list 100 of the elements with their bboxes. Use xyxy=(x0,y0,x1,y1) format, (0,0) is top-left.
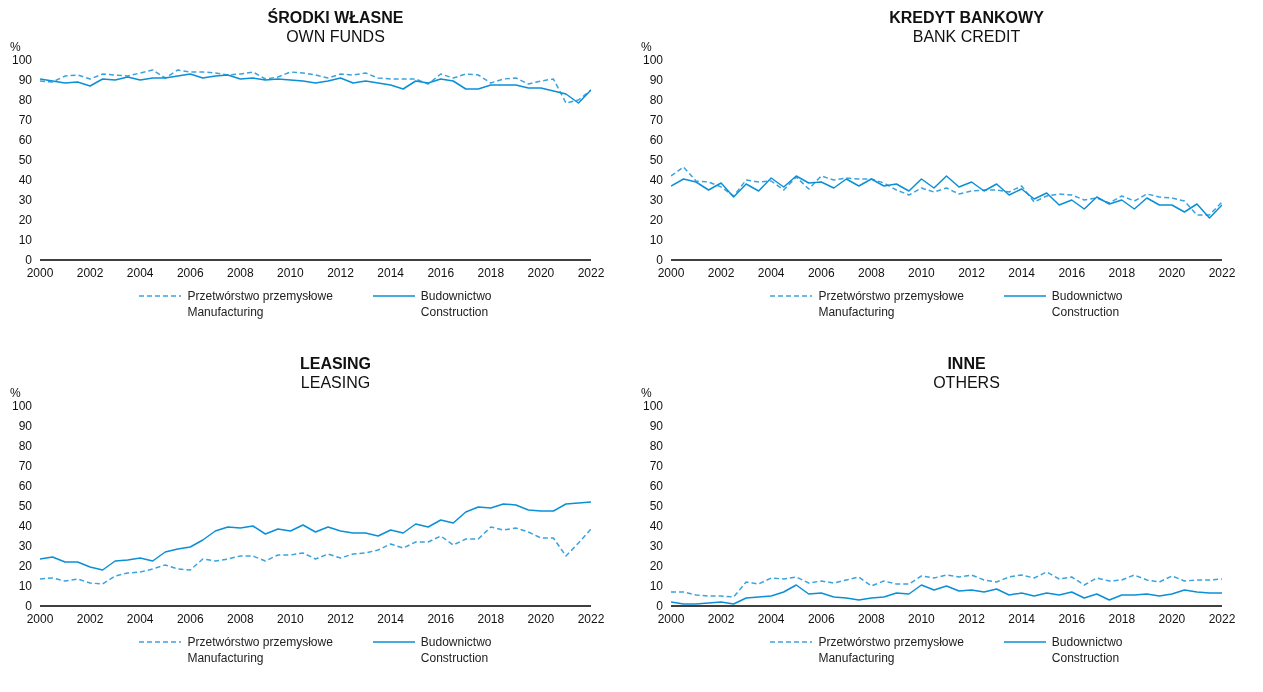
y-tick-label: 100 xyxy=(642,53,664,68)
legend-label: Budownictwo Construction xyxy=(420,634,492,666)
x-tick-label: 2000 xyxy=(657,611,685,626)
y-tick-label: 40 xyxy=(649,173,664,188)
x-tick-label: 2012 xyxy=(327,611,355,626)
chart-title: ŚRODKI WŁASNE xyxy=(266,8,405,27)
line-series xyxy=(671,571,1222,598)
x-tick-label: 2006 xyxy=(807,265,835,280)
x-tick-label: 2014 xyxy=(1008,265,1036,280)
y-tick-label: 60 xyxy=(18,133,33,148)
y-tick-label: 60 xyxy=(649,479,664,494)
legend-label: Przetwórstwo przemysłowe Manufacturing xyxy=(187,634,333,666)
y-tick-label: 70 xyxy=(18,113,33,128)
y-tick-label: 90 xyxy=(649,73,664,88)
line-series xyxy=(671,175,1222,219)
x-tick-label: 2014 xyxy=(1008,611,1036,626)
legend-label: Przetwórstwo przemysłowe Manufacturing xyxy=(818,634,964,666)
y-tick-label: 60 xyxy=(18,479,33,494)
y-tick-label: 40 xyxy=(649,519,664,534)
y-tick-label: 90 xyxy=(18,73,33,88)
y-tick-label: 100 xyxy=(642,399,664,414)
x-tick-label: 2004 xyxy=(126,265,154,280)
line-series xyxy=(671,166,1222,216)
y-tick-label: 30 xyxy=(649,539,664,554)
x-tick-label: 2004 xyxy=(757,265,785,280)
y-tick-label: 50 xyxy=(18,499,33,514)
x-tick-label: 2000 xyxy=(657,265,685,280)
y-tick-label: 30 xyxy=(18,193,33,208)
y-tick-label: 60 xyxy=(649,133,664,148)
x-tick-label: 2020 xyxy=(1158,265,1186,280)
y-tick-label: 80 xyxy=(649,439,664,454)
y-axis-title: % xyxy=(641,40,652,54)
chart-subtitle: LEASING xyxy=(299,373,372,392)
x-tick-label: 2002 xyxy=(707,611,735,626)
x-tick-label: 2022 xyxy=(577,611,605,626)
x-tick-label: 2000 xyxy=(26,265,54,280)
line-series xyxy=(40,501,591,571)
x-tick-label: 2016 xyxy=(1058,611,1086,626)
y-tick-label: 0 xyxy=(656,253,664,268)
x-tick-label: 2018 xyxy=(477,611,505,626)
x-tick-label: 2016 xyxy=(1058,265,1086,280)
x-tick-label: 2004 xyxy=(126,611,154,626)
y-tick-label: 50 xyxy=(649,499,664,514)
y-tick-label: 10 xyxy=(649,233,664,248)
y-tick-label: 0 xyxy=(656,599,664,614)
y-tick-label: 20 xyxy=(649,559,664,574)
x-tick-label: 2010 xyxy=(908,611,936,626)
x-tick-label: 2018 xyxy=(1108,611,1136,626)
x-tick-label: 2008 xyxy=(858,611,886,626)
y-tick-label: 90 xyxy=(18,419,33,434)
x-tick-label: 2010 xyxy=(277,611,305,626)
x-tick-label: 2006 xyxy=(807,611,835,626)
y-tick-label: 20 xyxy=(18,213,33,228)
y-axis-title: % xyxy=(10,40,21,54)
x-tick-label: 2016 xyxy=(427,265,455,280)
y-tick-label: 20 xyxy=(649,213,664,228)
x-tick-label: 2010 xyxy=(908,265,936,280)
y-tick-label: 30 xyxy=(18,539,33,554)
chart-title: LEASING xyxy=(298,354,373,373)
x-tick-label: 2014 xyxy=(377,611,405,626)
y-tick-label: 10 xyxy=(649,579,664,594)
x-tick-label: 2018 xyxy=(1108,265,1136,280)
y-tick-label: 10 xyxy=(18,579,33,594)
y-tick-label: 70 xyxy=(18,459,33,474)
x-tick-label: 2020 xyxy=(527,265,555,280)
x-tick-label: 2020 xyxy=(527,611,555,626)
y-tick-label: 90 xyxy=(649,419,664,434)
x-tick-label: 2006 xyxy=(176,265,204,280)
x-tick-label: 2002 xyxy=(707,265,735,280)
y-tick-label: 0 xyxy=(25,253,33,268)
chart-title: INNE xyxy=(946,354,987,373)
y-tick-label: 70 xyxy=(649,113,664,128)
y-tick-label: 80 xyxy=(18,439,33,454)
legend-label: Przetwórstwo przemysłowe Manufacturing xyxy=(818,288,964,320)
y-tick-label: 100 xyxy=(11,399,33,414)
x-tick-label: 2016 xyxy=(427,611,455,626)
y-tick-label: 80 xyxy=(18,93,33,108)
x-tick-label: 2002 xyxy=(76,265,104,280)
x-tick-label: 2008 xyxy=(858,265,886,280)
x-tick-label: 2006 xyxy=(176,611,204,626)
x-tick-label: 2012 xyxy=(327,265,355,280)
x-tick-label: 2010 xyxy=(277,265,305,280)
legend-label: Przetwórstwo przemysłowe Manufacturing xyxy=(187,288,333,320)
x-tick-label: 2018 xyxy=(477,265,505,280)
y-tick-label: 0 xyxy=(25,599,33,614)
y-tick-label: 80 xyxy=(649,93,664,108)
y-tick-label: 10 xyxy=(18,233,33,248)
chart-subtitle: OTHERS xyxy=(932,373,1001,392)
chart-subtitle: BANK CREDIT xyxy=(911,27,1022,46)
chart-title: KREDYT BANKOWY xyxy=(888,8,1045,27)
x-tick-label: 2020 xyxy=(1158,611,1186,626)
y-axis-title: % xyxy=(10,386,21,400)
x-tick-label: 2008 xyxy=(227,611,255,626)
y-tick-label: 30 xyxy=(649,193,664,208)
legend-label: Budownictwo Construction xyxy=(1051,634,1123,666)
x-tick-label: 2022 xyxy=(1208,265,1236,280)
x-tick-label: 2004 xyxy=(757,611,785,626)
y-tick-label: 40 xyxy=(18,173,33,188)
x-tick-label: 2012 xyxy=(958,265,986,280)
y-tick-label: 20 xyxy=(18,559,33,574)
